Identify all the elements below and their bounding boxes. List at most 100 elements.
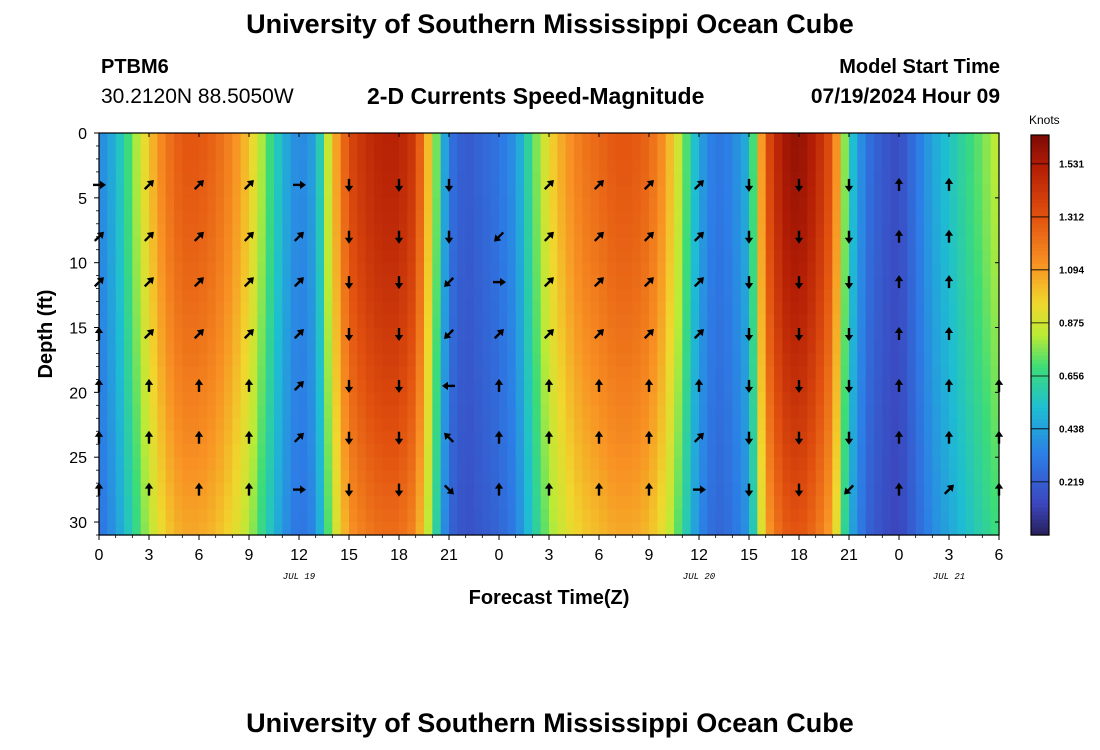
heatmap-cell xyxy=(157,171,167,186)
current-vector xyxy=(394,230,404,244)
heatmap-cell xyxy=(532,418,542,432)
current-vector xyxy=(794,483,804,497)
heatmap-cell xyxy=(865,522,875,536)
heatmap-cell xyxy=(474,275,483,290)
heatmap-cell xyxy=(599,210,608,225)
heatmap-cell xyxy=(715,392,725,406)
heatmap-cell xyxy=(315,133,325,147)
heatmap-cell xyxy=(440,496,450,510)
heatmap-cell xyxy=(965,496,975,510)
heatmap-cell xyxy=(857,249,867,264)
heatmap-cell xyxy=(990,405,1000,419)
heatmap-cell xyxy=(132,353,142,368)
heatmap-cell xyxy=(657,431,667,445)
heatmap-cell xyxy=(332,288,342,303)
heatmap-cell xyxy=(540,171,550,186)
heatmap-cell xyxy=(590,353,600,368)
heatmap-cell xyxy=(807,288,817,303)
heatmap-cell xyxy=(599,236,608,251)
heatmap-cell xyxy=(582,223,592,238)
heatmap-cell xyxy=(365,340,375,355)
heatmap-cell xyxy=(674,197,683,212)
heatmap-cell xyxy=(249,366,258,380)
heatmap-cell xyxy=(340,366,350,380)
heatmap-cell xyxy=(949,522,958,536)
heatmap-cell xyxy=(974,522,983,536)
heatmap-cell xyxy=(174,431,183,445)
heatmap-cell xyxy=(840,418,850,432)
heatmap-cell xyxy=(182,158,192,173)
heatmap-cell xyxy=(257,275,267,290)
colorbar-segment xyxy=(1031,179,1049,184)
heatmap-cell xyxy=(832,184,842,199)
heatmap-cell xyxy=(315,418,325,432)
heatmap-cell xyxy=(182,353,192,368)
heatmap-cell xyxy=(890,418,900,432)
heatmap-cell xyxy=(399,327,408,342)
heatmap-cell xyxy=(882,405,892,419)
heatmap-cell xyxy=(215,327,225,342)
colorbar-segment xyxy=(1031,467,1049,472)
heatmap-cell xyxy=(640,171,650,186)
heatmap-cell xyxy=(457,509,467,523)
heatmap-cell xyxy=(549,197,558,212)
heatmap-cell xyxy=(174,197,183,212)
heatmap-cell xyxy=(665,262,675,277)
heatmap-cell xyxy=(274,249,283,264)
heatmap-cell xyxy=(365,509,375,523)
current-vector-head xyxy=(744,237,754,244)
heatmap-cell xyxy=(665,249,675,264)
heatmap-cell xyxy=(590,262,600,277)
heatmap-cell xyxy=(607,275,617,290)
heatmap-cell xyxy=(865,301,875,316)
heatmap-cell xyxy=(249,444,258,458)
heatmap-cell xyxy=(290,301,300,316)
heatmap-cell xyxy=(649,366,658,380)
heatmap-cell xyxy=(365,236,375,251)
heatmap-cell xyxy=(274,184,283,199)
heatmap-cell xyxy=(607,171,617,186)
heatmap-cell xyxy=(524,327,533,342)
heatmap-cell xyxy=(815,197,825,212)
heatmap-cell xyxy=(915,327,925,342)
heatmap-cell xyxy=(715,210,725,225)
heatmap-cell xyxy=(824,327,833,342)
heatmap-cell xyxy=(915,197,925,212)
heatmap-cell xyxy=(499,133,508,147)
current-vector-head xyxy=(194,482,204,489)
heatmap-cell xyxy=(682,509,692,523)
heatmap-cell xyxy=(924,327,933,342)
colorbar-segment xyxy=(1031,243,1049,248)
heatmap-cell xyxy=(357,145,367,160)
heatmap-cell xyxy=(574,340,583,355)
heatmap-cell xyxy=(749,509,758,523)
heatmap-cell xyxy=(215,522,225,536)
heatmap-cell xyxy=(265,340,275,355)
colorbar-segment xyxy=(1031,379,1049,384)
heatmap-cell xyxy=(324,223,333,238)
heatmap-cell xyxy=(874,223,883,238)
heatmap-cell xyxy=(932,379,942,393)
heatmap-cell xyxy=(624,366,633,380)
heatmap-cell xyxy=(732,145,742,160)
heatmap-cell xyxy=(949,249,958,264)
heatmap-cell xyxy=(415,314,425,329)
heatmap-cell xyxy=(599,496,608,510)
heatmap-cell xyxy=(932,444,942,458)
heatmap-cell xyxy=(832,197,842,212)
heatmap-cell xyxy=(365,457,375,471)
heatmap-cell xyxy=(224,301,233,316)
heatmap-cell xyxy=(840,145,850,160)
heatmap-cell xyxy=(932,366,942,380)
heatmap-cell xyxy=(782,301,792,316)
heatmap-cell xyxy=(357,184,367,199)
heatmap-cell xyxy=(690,301,700,316)
heatmap-cell xyxy=(199,133,208,147)
heatmap-cell xyxy=(540,470,550,484)
heatmap-cell xyxy=(465,236,475,251)
heatmap-cell xyxy=(199,262,208,277)
heatmap-cell xyxy=(757,133,767,147)
heatmap-cell xyxy=(124,158,133,173)
heatmap-cell xyxy=(707,392,717,406)
heatmap-cell xyxy=(882,340,892,355)
